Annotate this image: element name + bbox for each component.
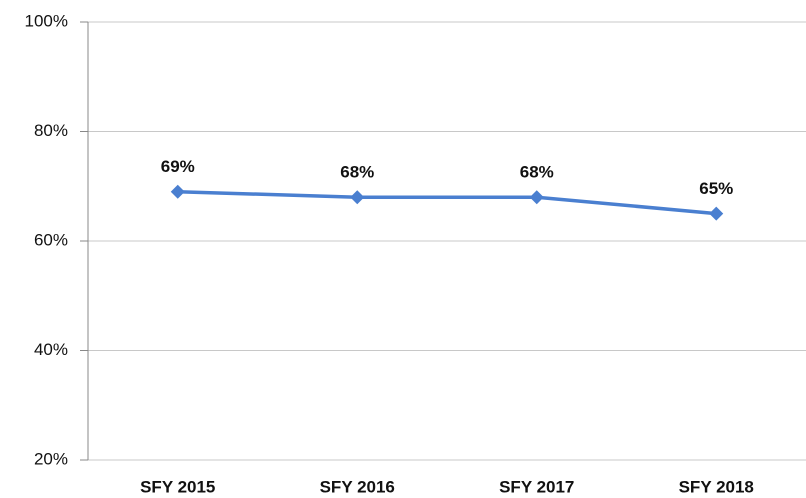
y-tick-label: 60% [34,230,68,249]
x-tick-label: SFY 2018 [679,477,754,496]
line [177,189,717,216]
data-label: 68% [340,163,374,182]
x-tick-label: SFY 2015 [140,477,215,496]
data-label: 65% [699,179,733,198]
marker [170,184,185,199]
y-tick-label: 40% [34,340,68,359]
marker [350,190,365,205]
marker [709,206,724,221]
y-tick-label: 80% [34,121,68,140]
data-label: 69% [161,157,195,176]
data-label: 68% [520,163,554,182]
y-tick-label: 100% [25,11,68,30]
y-tick-label: 20% [34,449,68,468]
marker [529,190,544,205]
x-tick-label: SFY 2016 [320,477,395,496]
x-tick-label: SFY 2017 [499,477,574,496]
